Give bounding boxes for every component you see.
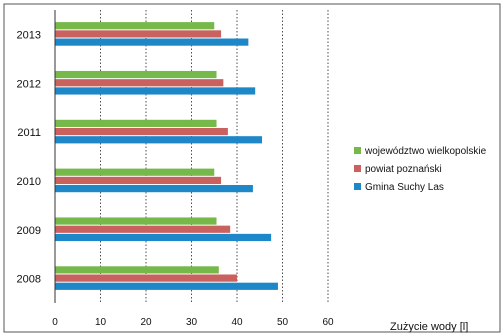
bar-2010-series-1 (55, 176, 222, 185)
legend-label-2: Gmina Suchy Las (365, 182, 444, 193)
y-tick-label-2010: 2010 (17, 176, 41, 188)
y-tick-label-2013: 2013 (17, 29, 41, 41)
x-tick-label-10: 10 (95, 317, 107, 328)
bar-2011-series-0 (55, 119, 217, 127)
bar-2012-series-1 (55, 79, 224, 87)
bar-2009-series-2 (55, 233, 272, 242)
bar-2008-series-1 (55, 274, 237, 282)
y-tick-label-2012: 2012 (17, 78, 41, 90)
legend: województwo wielkopolskie powiat poznańsk… (354, 146, 487, 193)
bar-2010-series-2 (55, 185, 253, 193)
bar-2011-series-1 (55, 127, 228, 136)
x-axis-label: Zużycie wody [l] (390, 321, 468, 333)
x-tick-label-40: 40 (231, 317, 243, 328)
axes: 0 10 20 30 40 50 60 2008 2009 2010 2011 2012 2013 (17, 10, 334, 328)
y-tick-label-2009: 2009 (17, 225, 41, 237)
x-tick-label-60: 60 (322, 317, 334, 328)
legend-swatch-1 (354, 165, 361, 172)
x-tick-label-20: 20 (140, 317, 152, 328)
bar-2009-series-1 (55, 225, 231, 233)
bar-2009-series-0 (55, 217, 217, 225)
y-tick-label-2008: 2008 (17, 274, 41, 286)
y-tick-label-2011: 2011 (17, 127, 41, 139)
legend-swatch-2 (354, 183, 361, 190)
bar-2010-series-0 (55, 168, 215, 176)
bar-2013-series-2 (55, 38, 249, 46)
legend-label-0: województwo wielkopolskie (364, 146, 487, 157)
bar-2011-series-2 (55, 136, 263, 144)
x-tick-label-0: 0 (52, 317, 58, 328)
legend-label-1: powiat poznański (365, 164, 442, 175)
bar-2008-series-0 (55, 266, 219, 274)
bar-2013-series-0 (55, 22, 215, 30)
bar-2012-series-2 (55, 87, 256, 95)
bar-2008-series-2 (55, 282, 278, 290)
x-tick-label-50: 50 (277, 317, 289, 328)
legend-swatch-0 (354, 147, 361, 154)
bar-2013-series-1 (55, 30, 222, 38)
x-tick-label-30: 30 (186, 317, 198, 328)
bars (55, 22, 278, 290)
bar-2012-series-0 (55, 70, 217, 79)
